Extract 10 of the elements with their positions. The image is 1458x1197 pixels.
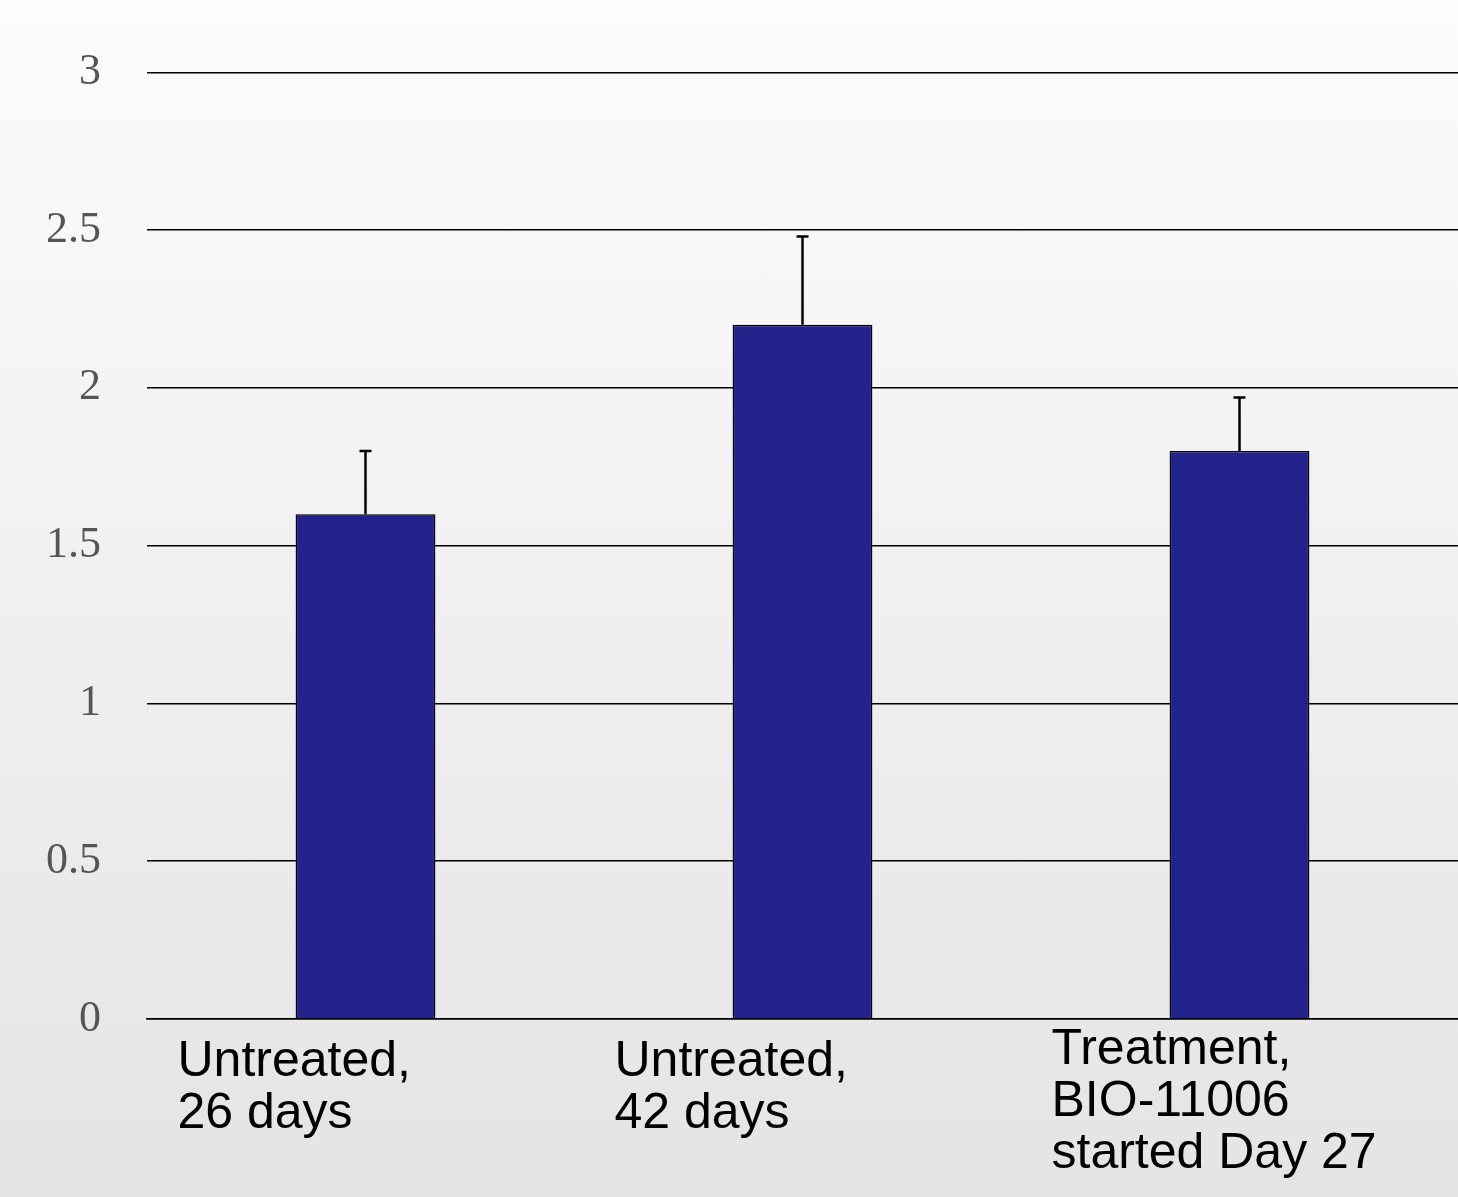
y-tick-label: 0.5 (46, 833, 101, 883)
y-tick-label: 2.5 (46, 202, 101, 252)
y-tick-label: 1 (79, 676, 101, 726)
y-tick-label: 2 (79, 360, 101, 410)
x-tick-label: Untreated, 42 days (614, 1030, 848, 1139)
y-tick-label: 0 (79, 991, 101, 1041)
y-tick-label: 1.5 (46, 518, 101, 568)
x-tick-label: Untreated, 26 days (177, 1030, 411, 1139)
y-tick-label: 3 (79, 44, 101, 94)
x-tick-label: Treatment, BIO-11006 started Day 27 (1051, 1018, 1377, 1179)
